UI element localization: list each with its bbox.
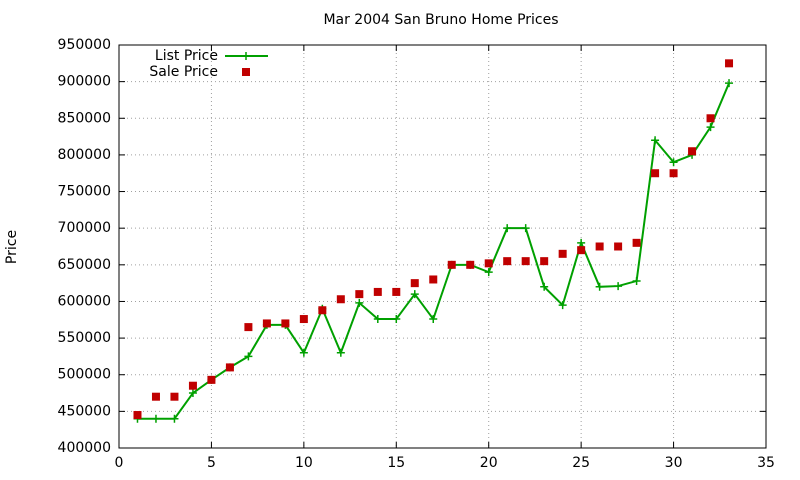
legend-marker	[242, 68, 250, 76]
y-tick-label: 850000	[58, 110, 111, 126]
point	[392, 287, 401, 296]
x-tick-label: 0	[115, 455, 124, 471]
point	[558, 301, 567, 310]
point	[244, 352, 253, 361]
point	[447, 260, 456, 269]
point	[577, 246, 586, 255]
point	[521, 257, 530, 266]
point	[484, 259, 493, 268]
point	[706, 123, 715, 132]
point	[262, 319, 271, 328]
point	[595, 242, 604, 251]
point	[299, 315, 308, 324]
point	[688, 147, 697, 156]
plot-border	[118, 44, 767, 449]
y-axis-label: Price	[4, 230, 20, 264]
point	[170, 392, 179, 401]
point	[410, 279, 419, 288]
y-tick-label: 750000	[58, 184, 111, 200]
point	[706, 114, 715, 123]
y-tick-label: 900000	[58, 74, 111, 90]
point	[207, 375, 216, 384]
point	[133, 411, 142, 420]
point	[355, 290, 364, 299]
point	[188, 381, 197, 390]
legend-label: Sale Price	[149, 64, 218, 80]
x-tick-label: 35	[757, 455, 775, 471]
point	[632, 276, 641, 285]
point	[503, 257, 512, 266]
point	[669, 169, 678, 178]
point	[410, 290, 419, 299]
point	[336, 348, 345, 357]
x-tick-label: 30	[665, 455, 683, 471]
point	[429, 275, 438, 284]
point	[429, 315, 438, 324]
y-tick-label: 950000	[58, 37, 111, 53]
point	[336, 295, 345, 304]
point	[188, 389, 197, 398]
point	[540, 282, 549, 291]
point	[521, 224, 530, 233]
point	[484, 268, 493, 277]
point	[170, 414, 179, 423]
point	[725, 79, 734, 88]
y-tick-label: 500000	[58, 367, 111, 383]
point	[373, 315, 382, 324]
x-tick-label: 10	[295, 455, 313, 471]
point	[577, 238, 586, 247]
point	[281, 319, 290, 328]
legend-label: List Price	[155, 48, 218, 64]
point	[392, 315, 401, 324]
point	[725, 59, 734, 68]
point	[373, 287, 382, 296]
y-tick-label: 600000	[58, 293, 111, 309]
y-tick-label: 650000	[58, 257, 111, 273]
x-tick-label: 25	[572, 455, 590, 471]
point	[466, 260, 475, 269]
point	[669, 158, 678, 167]
y-tick-label: 550000	[58, 330, 111, 346]
x-tick-label: 20	[480, 455, 498, 471]
point	[503, 224, 512, 233]
point	[651, 136, 660, 145]
point	[595, 282, 604, 291]
point	[225, 363, 234, 372]
y-tick-label: 400000	[58, 440, 111, 456]
y-tick-label: 450000	[58, 403, 111, 419]
point	[614, 242, 623, 251]
point	[558, 249, 567, 258]
y-tick-label: 800000	[58, 147, 111, 163]
point	[651, 169, 660, 178]
point	[244, 323, 253, 332]
legend-marker	[242, 52, 250, 60]
point	[151, 414, 160, 423]
chart-title: Mar 2004 San Bruno Home Prices	[323, 12, 558, 28]
x-tick-label: 15	[387, 455, 405, 471]
point	[540, 257, 549, 266]
x-tick-label: 5	[207, 455, 216, 471]
point	[632, 238, 641, 247]
point	[355, 298, 364, 307]
point	[614, 282, 623, 291]
point	[299, 348, 308, 357]
point	[318, 306, 327, 315]
y-tick-label: 700000	[58, 220, 111, 236]
point	[151, 392, 160, 401]
